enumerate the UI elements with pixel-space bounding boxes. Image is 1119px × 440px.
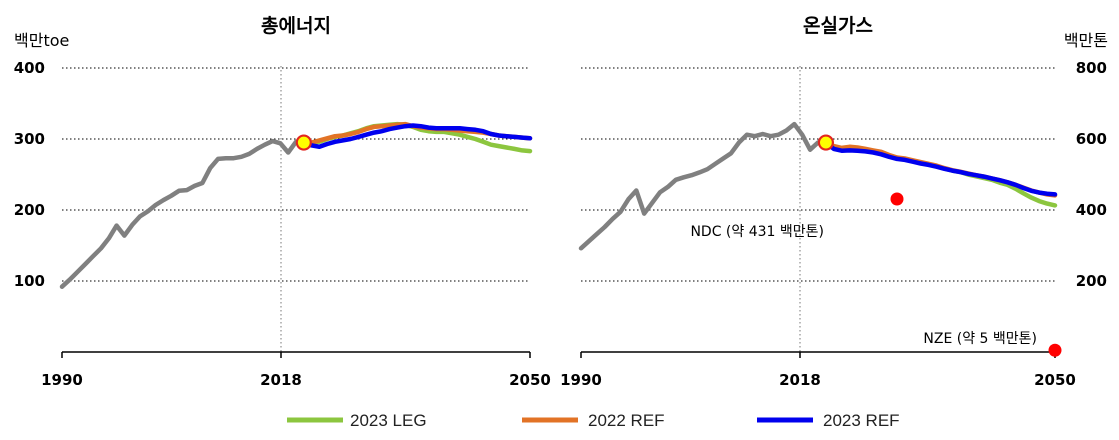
target-point-1 (1048, 343, 1062, 357)
series-lines-ghg: NDC (약 431 백만톤) NZE (약 5 백만톤) (578, 121, 1062, 357)
series-lines-energy (59, 121, 533, 289)
x-tick-2050-energy: 2050 (509, 371, 551, 389)
series-line-0-2023-ref (301, 123, 533, 150)
gridlines-ghg: 200 400 600 800 (581, 59, 1107, 290)
legend: 2023 LEG 2022 REF 2023 REF (287, 411, 900, 430)
series-line-1-history (578, 121, 829, 251)
y-tick-1-0: 200 (1076, 272, 1107, 290)
legend-label-2023-ref: 2023 REF (823, 411, 900, 430)
target-label-1: NZE (약 5 백만톤) (923, 331, 1037, 347)
target-label-0: NDC (약 431 백만톤) (690, 224, 824, 240)
panel-total-energy: 총에너지 백만toe 1990 2018 2050 100 200 300 400 (14, 15, 551, 389)
panel-title-energy: 총에너지 (261, 15, 331, 37)
x-tick-2018-ghg: 2018 (779, 371, 821, 389)
y-tick-1-2: 600 (1076, 130, 1107, 148)
marker-point-0 (295, 134, 312, 151)
gridlines-energy: 100 200 300 400 (14, 59, 530, 290)
marker-point-1 (817, 134, 835, 151)
y-tick-1-1: 400 (1076, 201, 1107, 219)
y-tick-0-1: 200 (14, 201, 45, 219)
legend-label-2022-ref: 2022 REF (588, 411, 665, 430)
y-tick-1-3: 800 (1076, 59, 1107, 77)
target-point-0 (890, 192, 904, 206)
x-tick-1990-ghg: 1990 (560, 371, 602, 389)
unit-label-ghg: 백만톤 (1064, 31, 1108, 50)
panel-ghg: 온실가스 백만톤 1990 2018 2050 200 400 600 800 NDC… (560, 15, 1108, 389)
y-tick-0-3: 400 (14, 59, 45, 77)
y-tick-0-0: 100 (14, 272, 45, 290)
x-tick-2018-energy: 2018 (260, 371, 302, 389)
series-line-1-2023-ref (823, 140, 1058, 197)
panel-title-ghg: 온실가스 (803, 15, 873, 37)
series-line-0-history (59, 138, 307, 289)
unit-label-energy: 백만toe (14, 31, 69, 50)
legend-label-2023-leg: 2023 LEG (350, 411, 427, 430)
x-tick-2050-ghg: 2050 (1034, 371, 1076, 389)
y-tick-0-2: 300 (14, 130, 45, 148)
x-tick-1990-energy: 1990 (41, 371, 83, 389)
